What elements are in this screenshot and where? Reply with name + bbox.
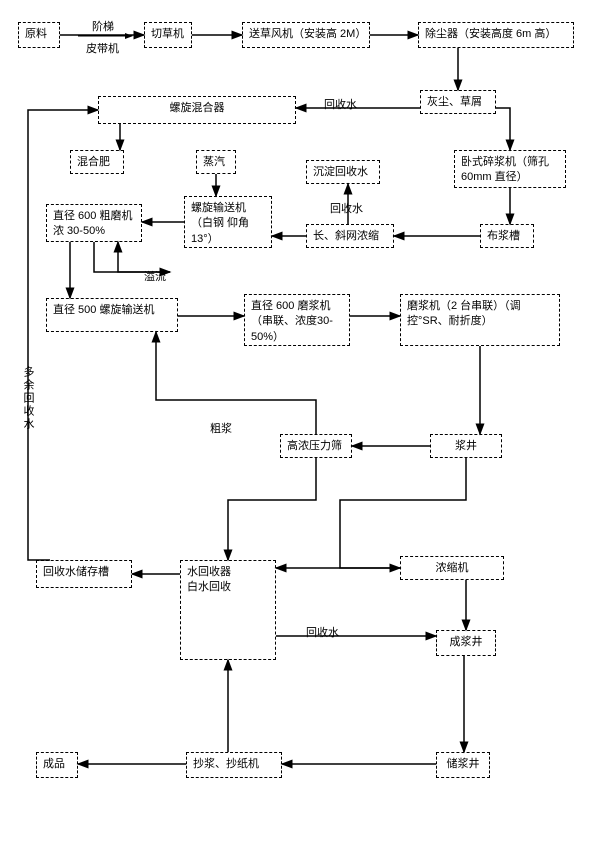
node-blower: 送草风机（安装高 2M） [242,22,370,48]
node-water-recovery: 水回收器 白水回收 [180,560,276,660]
label-stair: 阶梯 [92,18,114,34]
node-thickener: 浓缩机 [400,556,504,580]
node-cutter: 切草机 [144,22,192,48]
node-finished-product: 成品 [36,752,78,778]
node-paper-machine: 抄浆、抄纸机 [186,752,282,778]
node-steam: 蒸汽 [196,150,236,174]
node-refiner-600: 直径 600 磨浆机（串联、浓度30-50%） [244,294,350,346]
node-screw-conv-500: 直径 500 螺旋输送机 [46,298,178,332]
label-recycle-2: 回收水 [330,200,363,216]
node-recycle-tank: 回收水储存槽 [36,560,132,588]
label-belt: 皮带机 [86,40,119,56]
node-compound-fert: 混合肥 [70,150,124,174]
node-dust-debris: 灰尘、草屑 [420,90,496,114]
node-finished-pulp-w: 成浆井 [436,630,496,656]
node-pulp-well: 浆井 [430,434,502,458]
node-spiral-mixer: 螺旋混合器 [98,96,296,124]
label-recycle-3: 回收水 [306,624,339,640]
edges-layer [0,0,590,847]
node-settle-recycle: 沉淀回收水 [306,160,380,184]
node-raw-material: 原料 [18,22,60,48]
node-horiz-pulper: 卧式碎浆机（筛孔 60mm 直径） [454,150,566,188]
label-overflow: 溢流 [144,268,166,284]
node-dust-collector: 除尘器（安装高度 6m 高） [418,22,574,48]
node-coarse-grinder: 直径 600 粗磨机浓 30-50% [46,204,142,242]
node-hc-pressure-scr: 高浓压力筛 [280,434,352,458]
node-screw-conveyor: 螺旋输送机（白钢 仰角13°） [184,196,272,248]
node-storage-well: 储浆井 [436,752,490,778]
node-incline-thicken: 长、斜网浓缩 [306,224,394,248]
node-cloth-pulp-tank: 布浆槽 [480,224,534,248]
label-coarse-pulp: 粗浆 [210,420,232,436]
label-excess-water: 多余回收水 [20,366,36,431]
label-recycle-1: 回收水 [324,96,357,112]
node-refiner-pair: 磨浆机（2 台串联）（调控°SR、耐折度） [400,294,560,346]
